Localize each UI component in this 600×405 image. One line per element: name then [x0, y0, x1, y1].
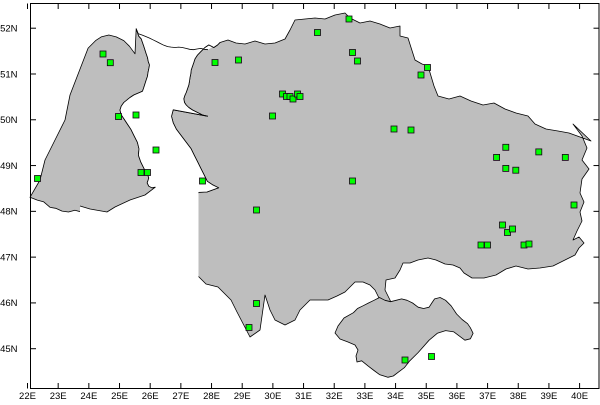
svg-text:48N: 48N [0, 207, 18, 218]
svg-text:51N: 51N [0, 69, 18, 80]
svg-text:22E: 22E [19, 391, 36, 400]
svg-text:31E: 31E [295, 391, 312, 400]
svg-text:25E: 25E [111, 391, 128, 400]
svg-text:47N: 47N [0, 252, 18, 263]
svg-text:39E: 39E [540, 391, 557, 400]
svg-text:32E: 32E [326, 391, 343, 400]
svg-text:49N: 49N [0, 161, 18, 172]
svg-text:33E: 33E [356, 391, 373, 400]
svg-text:34E: 34E [387, 391, 404, 400]
svg-text:26E: 26E [142, 391, 159, 400]
svg-text:50N: 50N [0, 115, 18, 126]
svg-text:40E: 40E [571, 391, 588, 400]
svg-text:28E: 28E [203, 391, 220, 400]
svg-text:36E: 36E [448, 391, 465, 400]
svg-text:52N: 52N [0, 24, 18, 35]
svg-text:37E: 37E [479, 391, 496, 400]
svg-text:35E: 35E [418, 391, 435, 400]
svg-text:30E: 30E [264, 391, 281, 400]
svg-text:38E: 38E [510, 391, 527, 400]
svg-text:45N: 45N [0, 344, 18, 355]
svg-text:46N: 46N [0, 298, 18, 309]
svg-text:23E: 23E [50, 391, 67, 400]
svg-text:24E: 24E [80, 391, 97, 400]
svg-text:27E: 27E [172, 391, 189, 400]
svg-text:29E: 29E [234, 391, 251, 400]
